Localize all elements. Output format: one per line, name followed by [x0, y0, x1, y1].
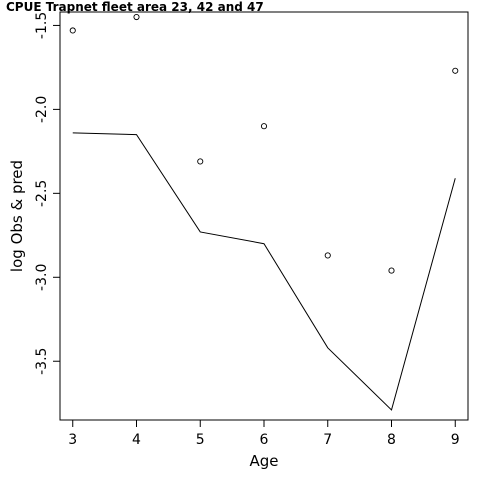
- x-tick-label: 6: [260, 432, 269, 448]
- predicted-line: [72, 132, 456, 411]
- x-axis: 3 4 5 6 7 8 9: [68, 419, 460, 448]
- chart-title: CPUE Trapnet fleet area 23, 42 and 47: [6, 0, 264, 14]
- x-tick-label: 7: [323, 432, 332, 448]
- plot-area: [69, 13, 459, 411]
- observed-point: [452, 67, 459, 74]
- y-tick-label: -2.5: [34, 180, 50, 207]
- plot-frame: [59, 11, 469, 421]
- x-tick-label: 9: [451, 432, 460, 448]
- observed-point: [260, 123, 268, 130]
- x-axis-label: Age: [249, 452, 278, 470]
- x-tick-label: 8: [387, 432, 396, 448]
- y-tick-label: -2.0: [34, 96, 50, 123]
- observed-point: [133, 13, 140, 21]
- y-tick-label: -3.5: [34, 348, 50, 375]
- y-tick-label: -1.5: [34, 12, 50, 39]
- y-axis-label: log Obs & pred: [8, 160, 26, 272]
- x-tick-label: 4: [132, 432, 141, 448]
- observed-point: [69, 27, 76, 34]
- y-tick-label: -3.0: [34, 264, 50, 291]
- y-axis: -3.5 -3.0 -2.5 -2.0 -1.5: [34, 12, 61, 375]
- observed-point: [197, 158, 204, 165]
- observed-point: [324, 252, 331, 259]
- x-tick-label: 5: [196, 432, 205, 448]
- x-tick-label: 3: [68, 432, 77, 448]
- observed-point: [388, 267, 395, 274]
